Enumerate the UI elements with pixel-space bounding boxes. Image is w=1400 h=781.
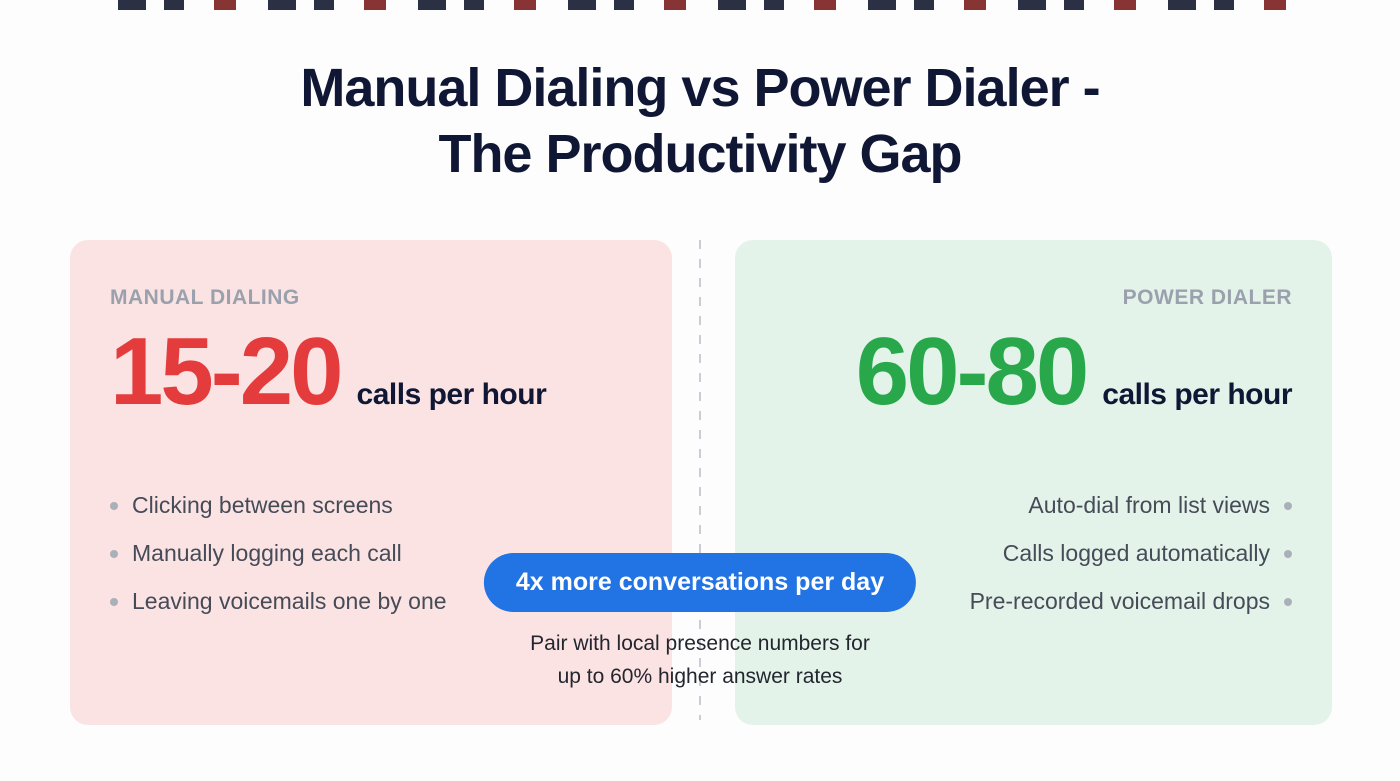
list-item: Manually logging each call bbox=[110, 540, 632, 567]
conversations-badge: 4x more conversations per day bbox=[483, 553, 917, 612]
manual-dialing-bullet-list: Clicking between screens Manually loggin… bbox=[110, 492, 632, 615]
list-item-label: Pre-recorded voicemail drops bbox=[969, 588, 1270, 614]
manual-calls-value: 15-20 bbox=[110, 318, 344, 425]
bullet-dot-icon bbox=[1284, 501, 1292, 510]
list-item: Leaving voicemails one by one bbox=[110, 588, 632, 615]
power-calls-unit: calls per hour bbox=[1102, 378, 1292, 411]
power-dialer-label: POWER DIALER bbox=[1122, 286, 1292, 309]
list-item: Pre-recorded voicemail drops bbox=[775, 588, 1292, 615]
list-item-label: Manually logging each call bbox=[132, 540, 402, 566]
list-item-label: Clicking between screens bbox=[132, 492, 393, 518]
list-item-label: Auto-dial from list views bbox=[1028, 492, 1270, 518]
manual-dialing-stat: 15-20 calls per hour bbox=[110, 324, 632, 420]
list-item: Clicking between screens bbox=[110, 492, 632, 519]
list-item: Auto-dial from list views bbox=[775, 492, 1292, 519]
caption-line1: Pair with local presence numbers for bbox=[530, 632, 870, 655]
bullet-dot-icon bbox=[110, 597, 118, 606]
bullet-dot-icon bbox=[110, 549, 118, 558]
power-dialer-stat: 60-80 calls per hour bbox=[775, 318, 1293, 425]
power-calls-value: 60-80 bbox=[855, 318, 1090, 425]
cropped-header-strip bbox=[118, 0, 1288, 10]
power-dialer-bullet-list: Auto-dial from list views Calls logged a… bbox=[775, 492, 1292, 615]
list-item: Calls logged automatically bbox=[775, 540, 1292, 567]
power-dialer-card: POWER DIALER 60-80 calls per hour Auto-d… bbox=[735, 240, 1332, 725]
manual-dialing-label: MANUAL DIALING bbox=[110, 286, 300, 309]
list-item-label: Calls logged automatically bbox=[1002, 540, 1270, 566]
list-item-label: Leaving voicemails one by one bbox=[132, 588, 447, 614]
page-title: Manual Dialing vs Power Dialer - The Pro… bbox=[0, 56, 1400, 188]
dashed-divider bbox=[699, 240, 701, 720]
page-title-line1: Manual Dialing vs Power Dialer - bbox=[300, 58, 1100, 118]
bullet-dot-icon bbox=[1284, 597, 1292, 606]
page-title-line2: The Productivity Gap bbox=[438, 123, 962, 184]
bullet-dot-icon bbox=[110, 501, 118, 510]
manual-dialing-card: MANUAL DIALING 15-20 calls per hour Clic… bbox=[70, 240, 672, 725]
caption-line2: up to 60% higher answer rates bbox=[557, 664, 843, 688]
manual-calls-unit: calls per hour bbox=[356, 378, 547, 411]
caption-text: Pair with local presence numbers for up … bbox=[0, 628, 1400, 693]
bullet-dot-icon bbox=[1284, 549, 1292, 558]
